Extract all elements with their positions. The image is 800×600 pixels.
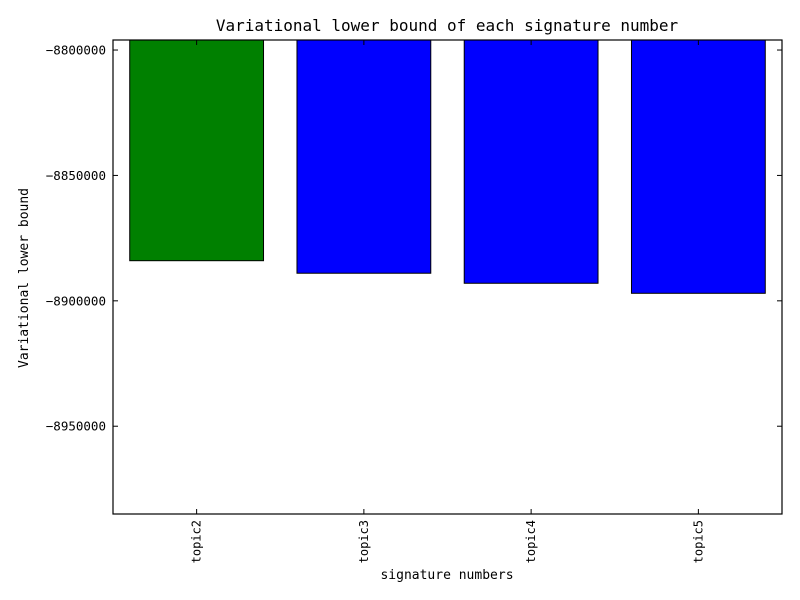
x-tick-label-topic3: topic3 [357, 520, 371, 563]
y-tick-label: −8850000 [46, 168, 106, 183]
y-axis-label: Variational lower bound [17, 188, 32, 368]
x-tick-label-topic5: topic5 [691, 520, 705, 563]
y-tick-label: −8950000 [46, 419, 106, 434]
y-tick-label: −8800000 [46, 43, 106, 58]
y-ticks-group: −8800000 −8850000 −8900000 −8950000 [46, 43, 782, 434]
bars-group [129, 39, 766, 294]
x-tick-label-topic2: topic2 [190, 520, 204, 563]
x-ticks-group: topic2 topic3 topic4 topic5 [190, 40, 705, 563]
x-tick-label-topic4: topic4 [524, 520, 538, 563]
bar-topic5 [630, 39, 766, 294]
plot-area-frame [112, 39, 783, 515]
bar-topic4 [463, 39, 599, 284]
y-tick-label: −8900000 [46, 293, 106, 308]
chart-title: Variational lower bound of each signatur… [216, 16, 679, 35]
bar-topic2 [129, 39, 265, 262]
bar-topic3 [296, 39, 432, 274]
x-axis-label: signature numbers [380, 568, 513, 583]
